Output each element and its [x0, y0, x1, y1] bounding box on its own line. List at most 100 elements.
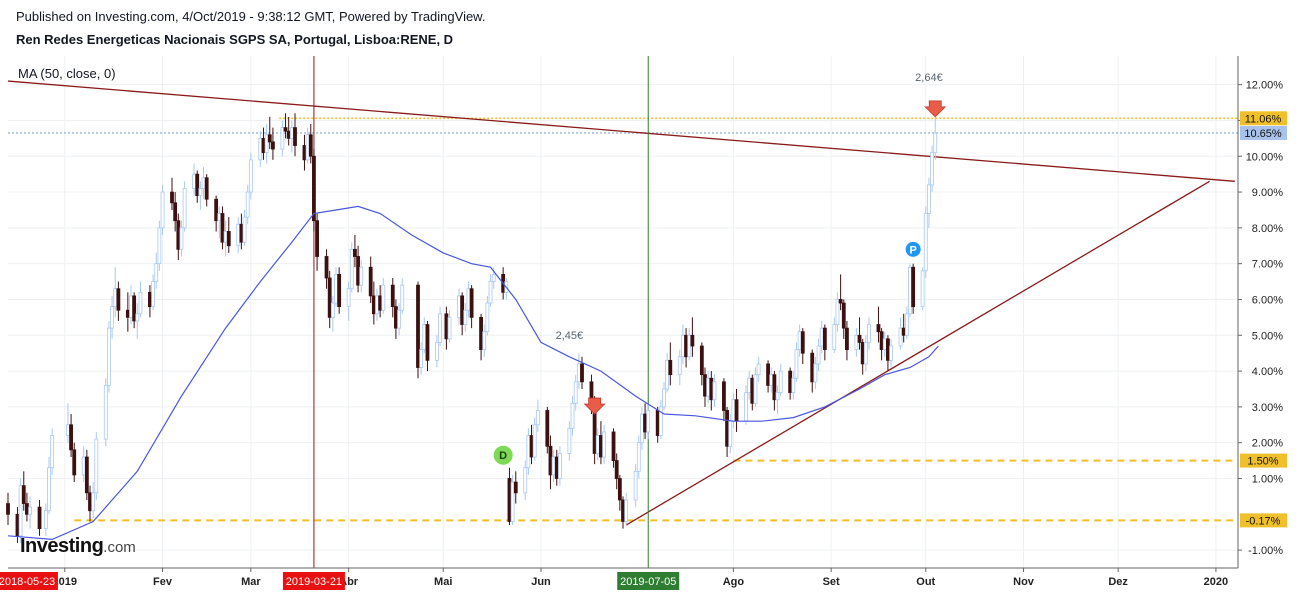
candle-body	[463, 309, 468, 325]
candle-body	[435, 342, 439, 361]
candle-body	[242, 216, 247, 243]
price-annotation: 2,45€	[556, 330, 584, 342]
candle-body	[614, 460, 619, 479]
candle-body	[886, 338, 890, 361]
candle-body	[655, 410, 660, 436]
candle-body	[636, 442, 641, 472]
candle-body	[400, 284, 405, 311]
y-tick-label: 1.00%	[1252, 473, 1283, 485]
candle-body	[381, 284, 386, 311]
candle-body	[283, 127, 288, 132]
candle-body	[179, 227, 184, 250]
candle-body	[173, 202, 178, 222]
candle-body	[308, 134, 313, 157]
y-tick-label: 3.00%	[1252, 402, 1283, 414]
candle-body	[157, 227, 162, 265]
candle-body	[611, 431, 616, 461]
candle-body	[69, 424, 73, 451]
candle-body	[6, 503, 10, 515]
candle-body	[337, 274, 342, 308]
candle-body	[28, 506, 32, 515]
candle-body	[438, 313, 442, 343]
candle-body	[378, 295, 383, 311]
candle-body	[617, 478, 622, 501]
candle-body	[91, 492, 96, 512]
vertical-lines	[313, 56, 649, 568]
candle-body	[923, 213, 928, 272]
y-tick-label: 5.00%	[1252, 330, 1283, 342]
candle-body	[371, 295, 376, 315]
candle-body	[570, 402, 575, 429]
candle-body	[84, 456, 89, 494]
candle-body	[580, 363, 584, 383]
candle-body	[81, 456, 86, 476]
candle-body	[535, 410, 540, 426]
candle-body	[324, 256, 329, 279]
candle-body	[271, 141, 275, 150]
candle-body	[148, 291, 152, 308]
candle-body	[182, 188, 187, 229]
candle-body	[359, 266, 364, 286]
price-levels	[8, 117, 1238, 522]
candle-body	[835, 299, 840, 325]
candle-body	[576, 363, 581, 383]
candle-body	[289, 127, 294, 139]
price-level-badge	[1240, 453, 1287, 468]
logo-sub: .com	[103, 539, 136, 556]
marker-circle	[904, 240, 922, 258]
candle-body	[349, 248, 354, 290]
candle-body	[778, 370, 783, 393]
candle-body	[750, 377, 755, 404]
candle-body	[151, 281, 155, 308]
candle-body	[132, 295, 137, 322]
candle-body	[170, 191, 174, 204]
marker-label: D	[499, 450, 507, 462]
candle-body	[204, 177, 209, 200]
candle-body	[236, 223, 241, 247]
candle-body	[176, 220, 181, 250]
candle-body	[794, 349, 799, 379]
candle-body	[513, 481, 518, 494]
candle-body	[302, 145, 307, 161]
candle-body	[192, 173, 196, 189]
candle-body	[368, 266, 373, 297]
candle-body	[548, 445, 553, 476]
candle-body	[643, 413, 647, 433]
candle-body	[832, 324, 837, 350]
candle-body	[346, 288, 351, 308]
candle-body	[775, 392, 780, 401]
candle-body	[507, 478, 512, 522]
candle-body	[867, 324, 871, 343]
candle-body	[43, 510, 48, 530]
x-tick-label: Ago	[723, 576, 745, 588]
candle-body	[258, 137, 263, 161]
candle-body	[315, 220, 319, 257]
candle-body	[198, 188, 203, 197]
candle-body	[882, 338, 887, 350]
candle-body	[154, 263, 159, 282]
candle-body	[904, 313, 909, 336]
candle-body	[876, 324, 881, 333]
date-badge-label: 2019-03-21	[286, 576, 342, 588]
date-badge	[282, 572, 345, 590]
x-axis: 2019 Fev Mar Abr Mai Jun Ago Set Out Nov Dez 202020…	[0, 567, 1238, 590]
candle-body	[595, 435, 600, 454]
candle-body	[239, 223, 244, 243]
candle-body	[286, 130, 291, 139]
candle-body	[722, 381, 726, 411]
candle-body	[416, 284, 420, 368]
candle-body	[772, 374, 777, 401]
candle-body	[422, 324, 427, 350]
logo-main: Investing	[20, 535, 104, 557]
candle-body	[466, 288, 471, 311]
candle-body	[195, 173, 200, 197]
candle-body	[889, 345, 893, 361]
chart-markers: DP	[492, 100, 947, 466]
candle-body	[267, 134, 272, 143]
candle-body	[47, 467, 51, 512]
candle-body	[245, 191, 250, 218]
candle-body	[709, 377, 714, 401]
candle-body	[113, 288, 118, 308]
candle-body	[523, 467, 528, 494]
